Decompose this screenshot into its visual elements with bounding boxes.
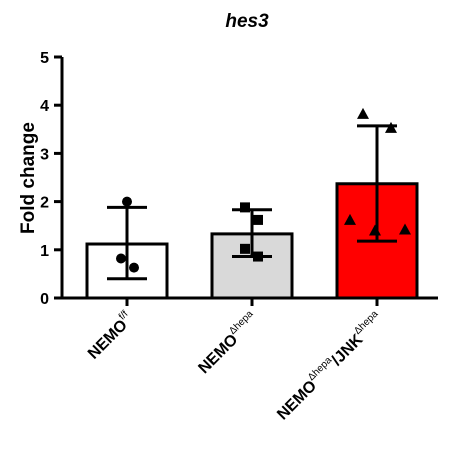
category-label-text: NEMO xyxy=(195,331,241,377)
category-label-text: NEMO xyxy=(85,317,131,363)
data-point-square xyxy=(240,243,250,254)
data-point-square xyxy=(253,251,263,262)
error-bars xyxy=(107,124,397,281)
category-label: NEMOΔhepa/JNKΔhepa xyxy=(272,308,387,423)
category-label-text: NEMO xyxy=(274,378,320,424)
y-tick-label: 5 xyxy=(40,50,49,67)
data-point-circle xyxy=(116,253,126,264)
data-point-triangle xyxy=(385,121,397,133)
data-point-circle xyxy=(129,262,139,273)
category-label-superscript: Δhepa xyxy=(227,308,256,337)
y-axis-label: Fold change xyxy=(18,122,39,234)
data-point-triangle xyxy=(369,224,381,236)
data-point-square xyxy=(253,214,263,225)
chart-title: hes3 xyxy=(225,11,269,32)
y-tick-label: 1 xyxy=(40,243,49,260)
category-label: NEMOΔhepa xyxy=(193,308,262,377)
data-point-triangle xyxy=(357,107,369,119)
data-point-square xyxy=(240,202,250,213)
data-point-triangle xyxy=(344,213,356,225)
data-point-circle xyxy=(122,196,132,207)
y-tick-label: 4 xyxy=(40,98,49,115)
y-tick-label: 3 xyxy=(40,146,49,163)
category-label-superscript: Δhepa xyxy=(352,308,381,337)
y-tick-label: 2 xyxy=(40,195,49,212)
category-label-text: /JNK xyxy=(329,331,367,369)
y-tick-label: 0 xyxy=(40,291,49,308)
category-label: NEMOf/f xyxy=(83,309,137,363)
data-points xyxy=(116,107,411,273)
data-point-triangle xyxy=(399,223,411,235)
